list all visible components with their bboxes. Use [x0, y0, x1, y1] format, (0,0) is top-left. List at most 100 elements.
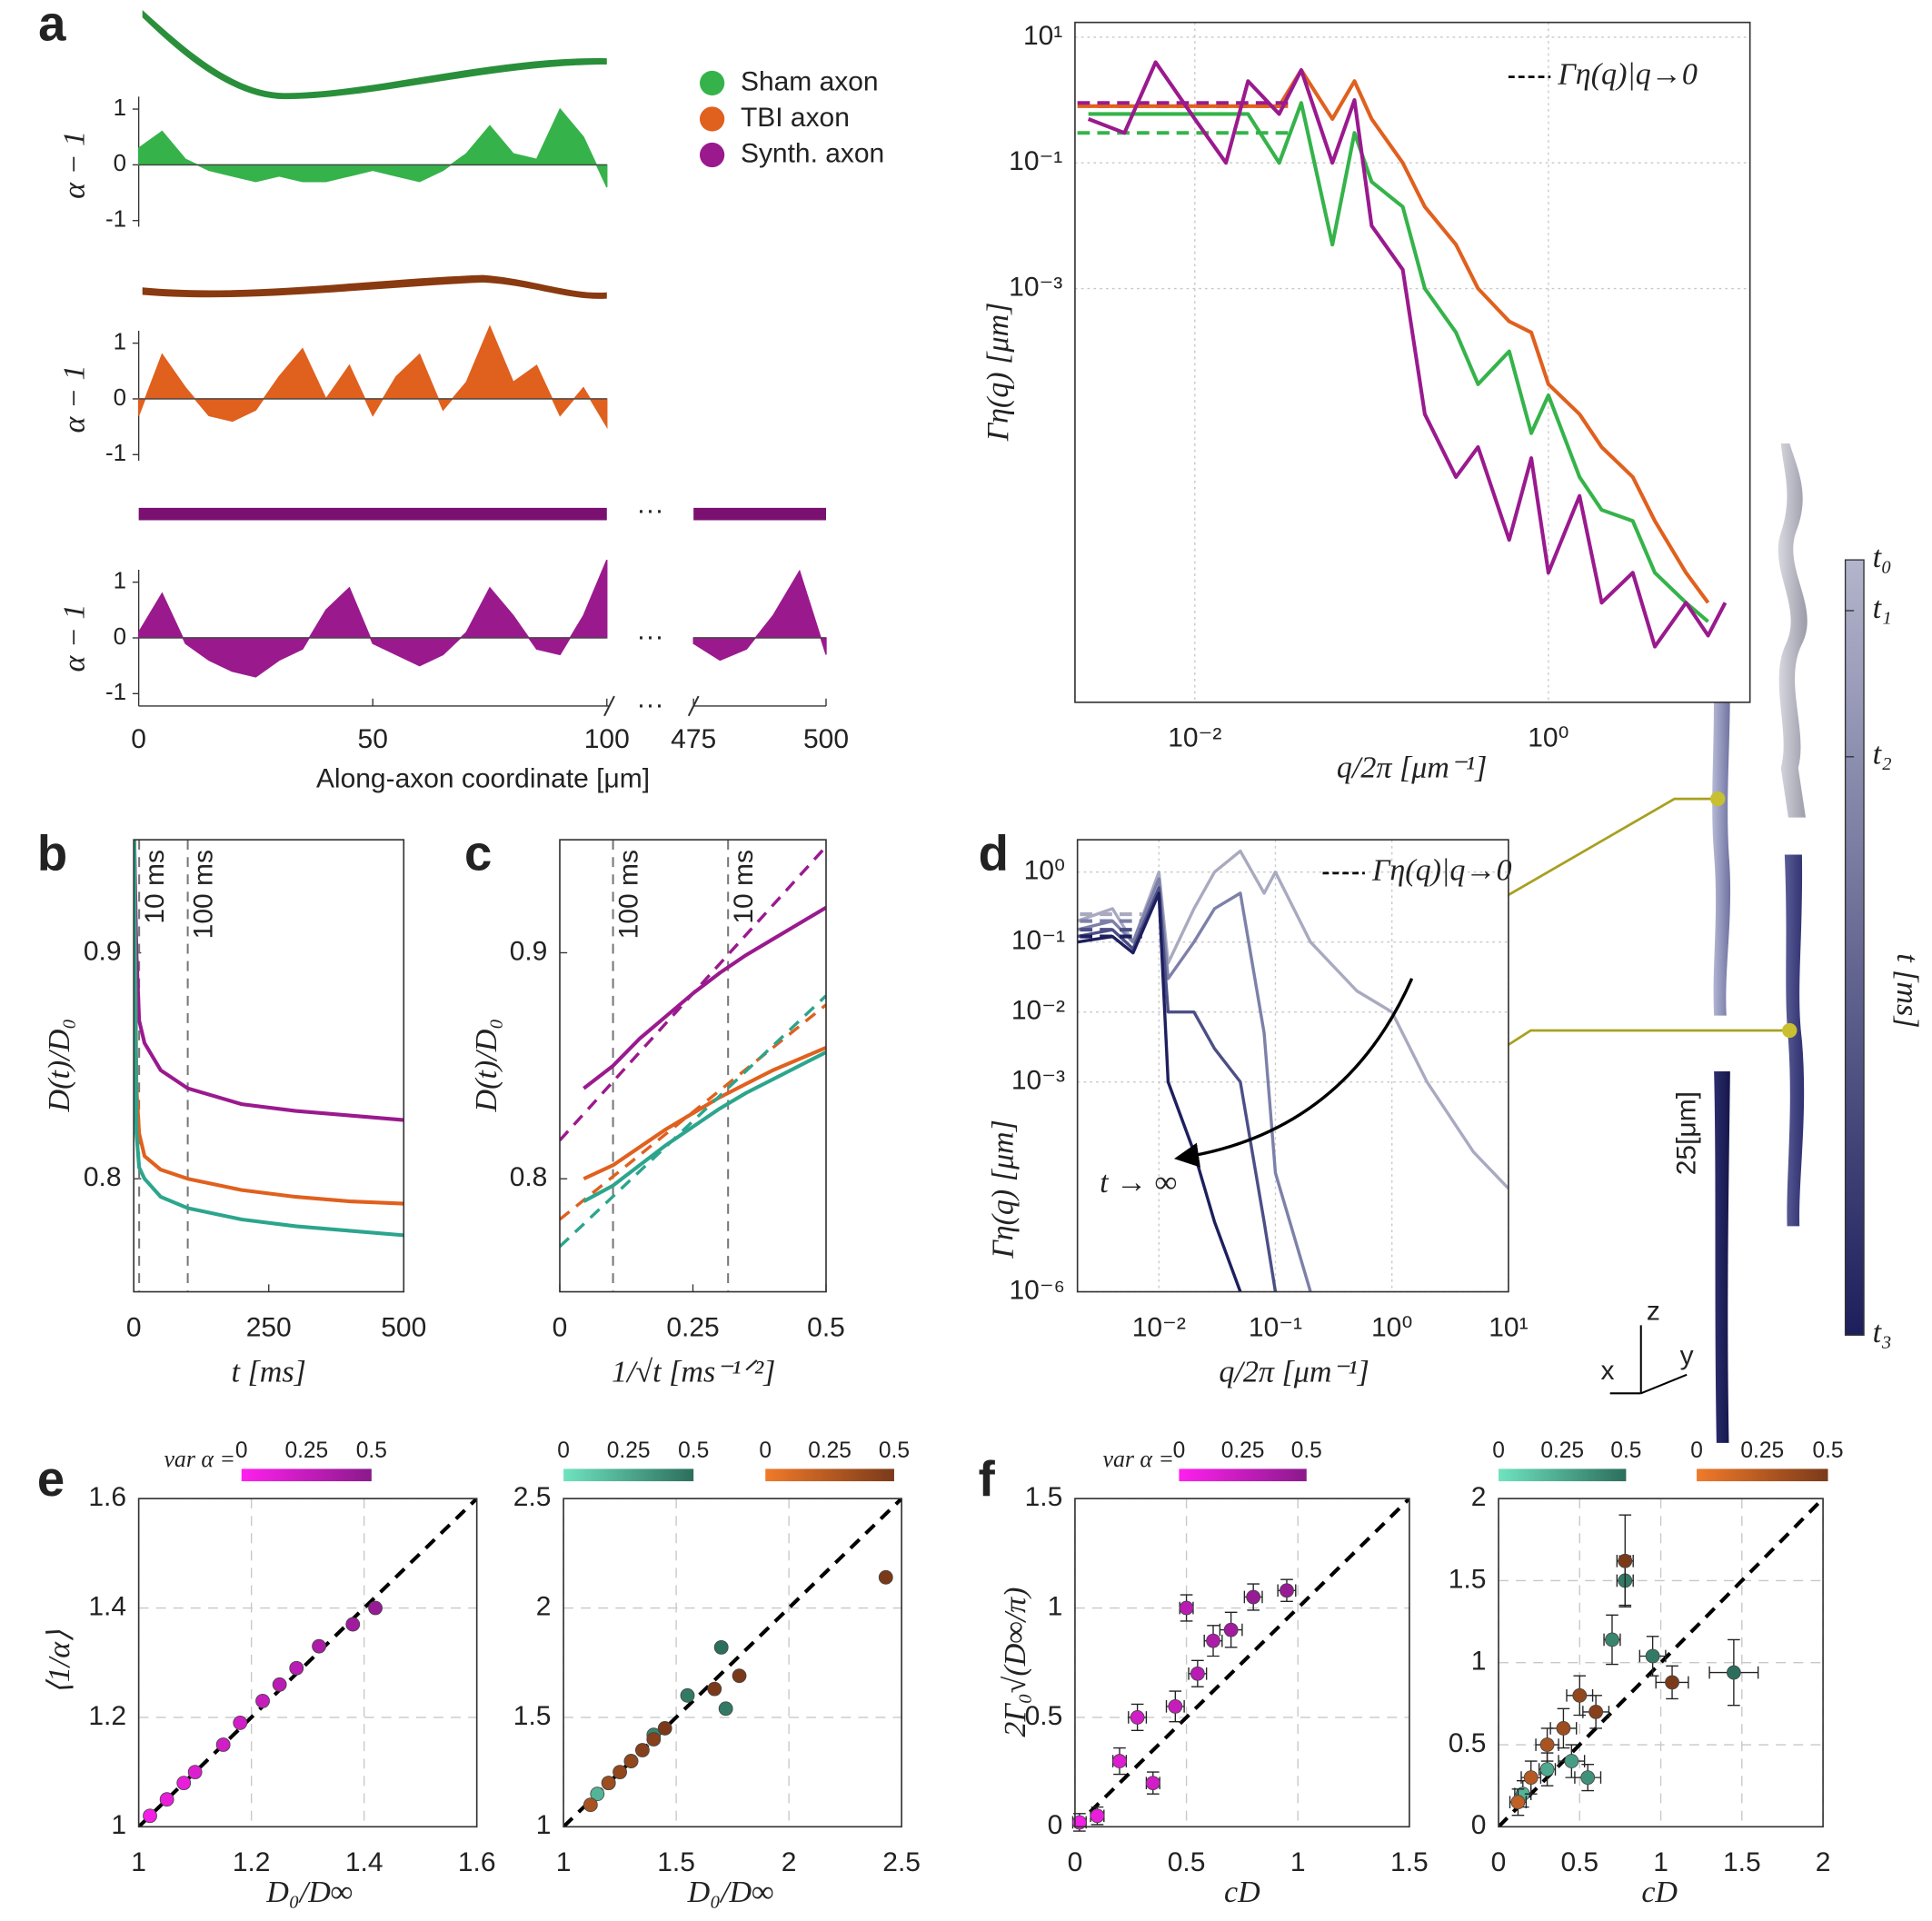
y-tick-label: 10⁻³ [1009, 272, 1062, 302]
y-tick-label: 0.5 [1025, 1701, 1063, 1731]
x-axis-label: D₀/D∞ [687, 1876, 774, 1909]
colorbar-tick-label: 0 [235, 1438, 248, 1463]
x-tick-label: 0.25 [666, 1312, 719, 1342]
arrow [1174, 978, 1414, 1168]
area [137, 324, 608, 430]
legend-label: Sham axon [741, 66, 879, 96]
point [1090, 1808, 1105, 1824]
x-tick-label: 10⁰ [1528, 723, 1569, 753]
y-tick-label: 10⁰ [1024, 856, 1065, 886]
time-tick: t₀ [1873, 541, 1892, 574]
colorbar-tick-label: 0.5 [879, 1438, 910, 1463]
point [601, 1776, 616, 1791]
y-axis-label: α − 1 [57, 604, 91, 672]
y-axis-label: Γη(q) [μm] [986, 1120, 1020, 1259]
y-tick-label: 0 [114, 624, 126, 650]
y-tick-label: -1 [105, 680, 126, 705]
point [1605, 1632, 1619, 1647]
legend-label: Γη(q)|q→0 [1557, 57, 1697, 91]
legend-title: a [38, 0, 66, 52]
point [1523, 1770, 1539, 1786]
series-line [583, 1046, 827, 1181]
y-tick-label: 10⁻⁶ [1010, 1275, 1066, 1305]
panel-letter: f [979, 1451, 996, 1507]
point [215, 1737, 231, 1752]
point [159, 1792, 174, 1807]
x-tick-label: 1.4 [345, 1847, 383, 1877]
colorbar-tick-label: 0.5 [1812, 1438, 1843, 1463]
colorbar-tick-label: 0.25 [1221, 1438, 1265, 1463]
point [176, 1776, 192, 1791]
y-tick-label: 10⁻³ [1011, 1066, 1065, 1096]
annotation: t → ∞ [1100, 1166, 1177, 1199]
x-tick-label: 500 [381, 1312, 426, 1342]
point [1588, 1704, 1604, 1719]
point [1071, 1815, 1087, 1830]
x-tick-label: 1.5 [657, 1847, 695, 1877]
axis-break: ··· [637, 690, 664, 720]
x-tick-label: 1.6 [458, 1847, 496, 1877]
point [289, 1660, 304, 1676]
identity-line [1074, 1498, 1409, 1827]
point [680, 1687, 695, 1703]
y-axis-label: 2Γ₀√(D∞/π) [999, 1588, 1032, 1737]
y-tick-label: 10⁻¹ [1011, 926, 1065, 956]
colorbar-tick-label: 0.5 [1291, 1438, 1322, 1463]
colorbar-label: var α = [1102, 1446, 1173, 1472]
colorbar-label: var α = [164, 1446, 234, 1472]
point [1645, 1648, 1660, 1664]
x-tick-label: 0.5 [807, 1312, 845, 1342]
point [1618, 1553, 1633, 1568]
identity-line [138, 1498, 477, 1827]
colorbar-tick-label: 0 [1492, 1438, 1505, 1463]
x-tick-label: 10⁻² [1168, 723, 1221, 753]
point [732, 1668, 747, 1684]
y-tick-label: 1.2 [88, 1701, 126, 1731]
point [187, 1765, 203, 1780]
point [1580, 1770, 1596, 1786]
x-tick-label: 250 [246, 1312, 292, 1342]
legend-marker [699, 106, 725, 132]
x-axis-label: D₀/D∞ [265, 1876, 353, 1909]
y-tick-label: 10¹ [1023, 21, 1062, 51]
time-tick: t₂ [1873, 738, 1892, 771]
y-axis-label: ⟨1/α⟩ [43, 1630, 76, 1695]
series-line [134, 840, 404, 1122]
y-tick-label: 1 [1471, 1647, 1487, 1677]
x-tick-label: 475 [671, 724, 716, 754]
x-tick-label: 0 [126, 1312, 142, 1342]
y-axis-label: α − 1 [57, 131, 91, 199]
y-tick-label: 1.5 [1449, 1564, 1487, 1594]
y-tick-label: 0.8 [510, 1162, 548, 1192]
x-tick-label: 1.5 [1390, 1847, 1429, 1877]
colorbar-tick-label: 0.25 [1540, 1438, 1584, 1463]
plot-area [1074, 22, 1750, 702]
y-tick-label: 2.5 [513, 1482, 552, 1512]
x-tick-label: 10¹ [1489, 1312, 1528, 1342]
time-colorbar-bar [1844, 559, 1865, 1336]
y-tick-label: 1 [111, 1810, 126, 1840]
point [1145, 1776, 1160, 1791]
y-tick-label: 1 [536, 1810, 552, 1840]
axon-t2 [1784, 854, 1805, 1227]
point [1280, 1583, 1294, 1598]
colorbar-tick-label: 0.25 [808, 1438, 851, 1463]
panel-letter: b [37, 826, 67, 881]
y-tick-label: 0 [114, 151, 126, 176]
plot-border [1074, 21, 1751, 703]
point [1556, 1721, 1571, 1736]
point [1572, 1687, 1588, 1703]
x-tick-label: 1.2 [233, 1847, 271, 1877]
y-tick-label: 0.5 [1449, 1728, 1487, 1758]
series-line [1087, 60, 1728, 649]
point [1539, 1737, 1555, 1752]
reference-label: 10 ms [140, 850, 170, 924]
x-tick-label: 0 [1491, 1847, 1507, 1877]
point [1726, 1665, 1741, 1680]
x-tick-label: 100 [584, 724, 630, 754]
x-tick-label: 2 [782, 1847, 797, 1877]
x-tick-label: 50 [358, 724, 388, 754]
plot-border [133, 839, 405, 1293]
plot-border [563, 1498, 902, 1828]
x-tick-label: 1 [1653, 1847, 1668, 1877]
